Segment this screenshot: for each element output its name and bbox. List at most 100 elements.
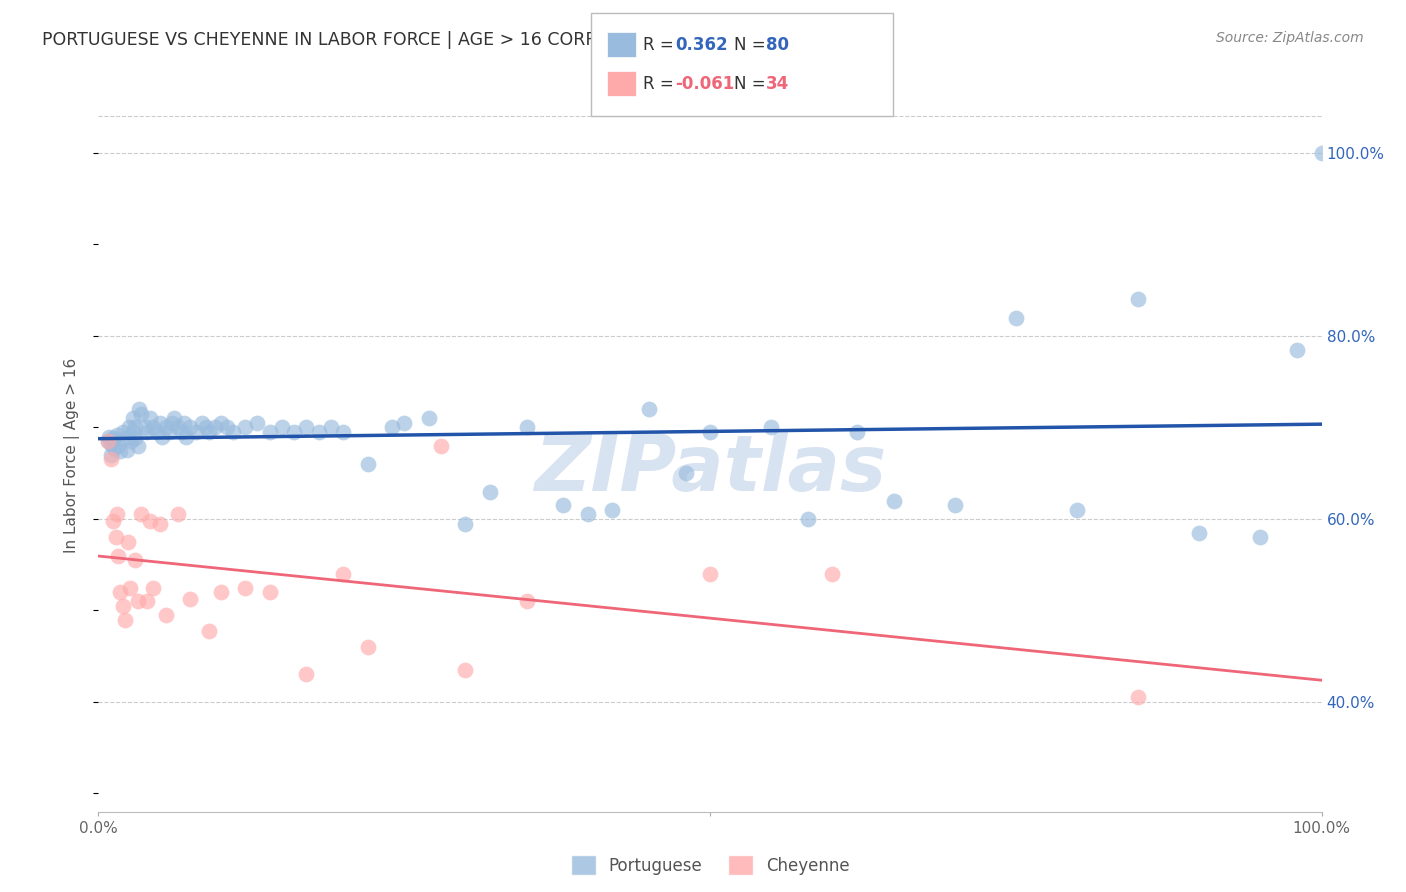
Point xyxy=(1128,690,1150,705)
Point xyxy=(1249,530,1271,544)
Point xyxy=(103,441,125,455)
Point xyxy=(418,411,440,425)
Point xyxy=(97,434,120,449)
Point xyxy=(107,439,129,453)
Point xyxy=(98,429,121,443)
Point xyxy=(1310,146,1333,161)
Point xyxy=(319,420,342,434)
Text: N =: N = xyxy=(734,36,770,54)
Point xyxy=(170,425,193,439)
Point xyxy=(160,416,183,430)
Text: ZIPatlas: ZIPatlas xyxy=(534,431,886,508)
Point xyxy=(129,407,152,421)
Point xyxy=(179,420,201,434)
Point xyxy=(233,581,256,595)
Point xyxy=(167,508,190,522)
Text: PORTUGUESE VS CHEYENNE IN LABOR FORCE | AGE > 16 CORRELATION CHART: PORTUGUESE VS CHEYENNE IN LABOR FORCE | … xyxy=(42,31,737,49)
Point xyxy=(150,429,173,443)
Point xyxy=(176,429,198,443)
Point xyxy=(124,432,146,446)
Point xyxy=(155,607,177,622)
Point xyxy=(128,402,150,417)
Point xyxy=(101,514,124,528)
Text: Source: ZipAtlas.com: Source: ZipAtlas.com xyxy=(1216,31,1364,45)
Point xyxy=(139,514,162,528)
Point xyxy=(195,420,218,434)
Point xyxy=(1188,525,1211,540)
Point xyxy=(114,613,136,627)
Point xyxy=(136,425,159,439)
Point xyxy=(576,508,599,522)
Point xyxy=(136,594,159,608)
Point xyxy=(191,416,214,430)
Point xyxy=(114,432,136,446)
Point xyxy=(157,425,180,439)
Point xyxy=(155,420,177,434)
Point xyxy=(515,594,537,608)
Text: R =: R = xyxy=(643,36,679,54)
Point xyxy=(163,411,186,425)
Point xyxy=(134,420,156,434)
Point xyxy=(127,594,149,608)
Point xyxy=(332,566,354,581)
Point xyxy=(118,420,141,434)
Point xyxy=(105,508,128,522)
Point xyxy=(233,420,256,434)
Point xyxy=(197,425,219,439)
Text: R =: R = xyxy=(643,75,679,93)
Point xyxy=(295,667,318,681)
Point xyxy=(308,425,330,439)
Point xyxy=(110,585,132,599)
Point xyxy=(129,508,152,522)
Point xyxy=(120,434,142,449)
Point xyxy=(97,434,120,449)
Point xyxy=(127,439,149,453)
Point xyxy=(259,425,281,439)
Point xyxy=(124,420,146,434)
Point xyxy=(430,439,453,453)
Point xyxy=(1004,310,1026,325)
Point xyxy=(761,420,783,434)
Point xyxy=(142,581,165,595)
Point xyxy=(699,566,721,581)
Point xyxy=(1286,343,1309,357)
Point xyxy=(121,425,143,439)
Point xyxy=(356,640,378,654)
Point xyxy=(142,420,165,434)
Point xyxy=(146,425,169,439)
Point xyxy=(259,585,281,599)
Point xyxy=(797,512,820,526)
Point xyxy=(283,425,305,439)
Point xyxy=(117,534,139,549)
Point xyxy=(115,443,138,458)
Point xyxy=(246,416,269,430)
Point xyxy=(943,498,966,512)
Point xyxy=(381,420,404,434)
Point xyxy=(1066,503,1088,517)
Point xyxy=(110,444,132,458)
Point xyxy=(600,503,623,517)
Text: N =: N = xyxy=(734,75,770,93)
Point xyxy=(104,530,127,544)
Point xyxy=(638,402,661,417)
Point xyxy=(270,420,294,434)
Point xyxy=(332,425,354,439)
Y-axis label: In Labor Force | Age > 16: In Labor Force | Age > 16 xyxy=(63,358,80,552)
Point xyxy=(356,457,378,471)
Point xyxy=(478,484,501,499)
Point xyxy=(1128,293,1150,307)
Point xyxy=(179,592,201,607)
Point xyxy=(454,663,477,677)
Text: 0.362: 0.362 xyxy=(675,36,727,54)
Point xyxy=(100,437,122,451)
Point xyxy=(845,425,868,439)
Point xyxy=(139,411,162,425)
Point xyxy=(209,585,232,599)
Point xyxy=(173,416,195,430)
Point xyxy=(121,411,143,425)
Point xyxy=(186,425,208,439)
Point xyxy=(675,467,697,481)
Point xyxy=(167,420,190,434)
Point xyxy=(209,416,232,430)
Point xyxy=(101,432,124,446)
